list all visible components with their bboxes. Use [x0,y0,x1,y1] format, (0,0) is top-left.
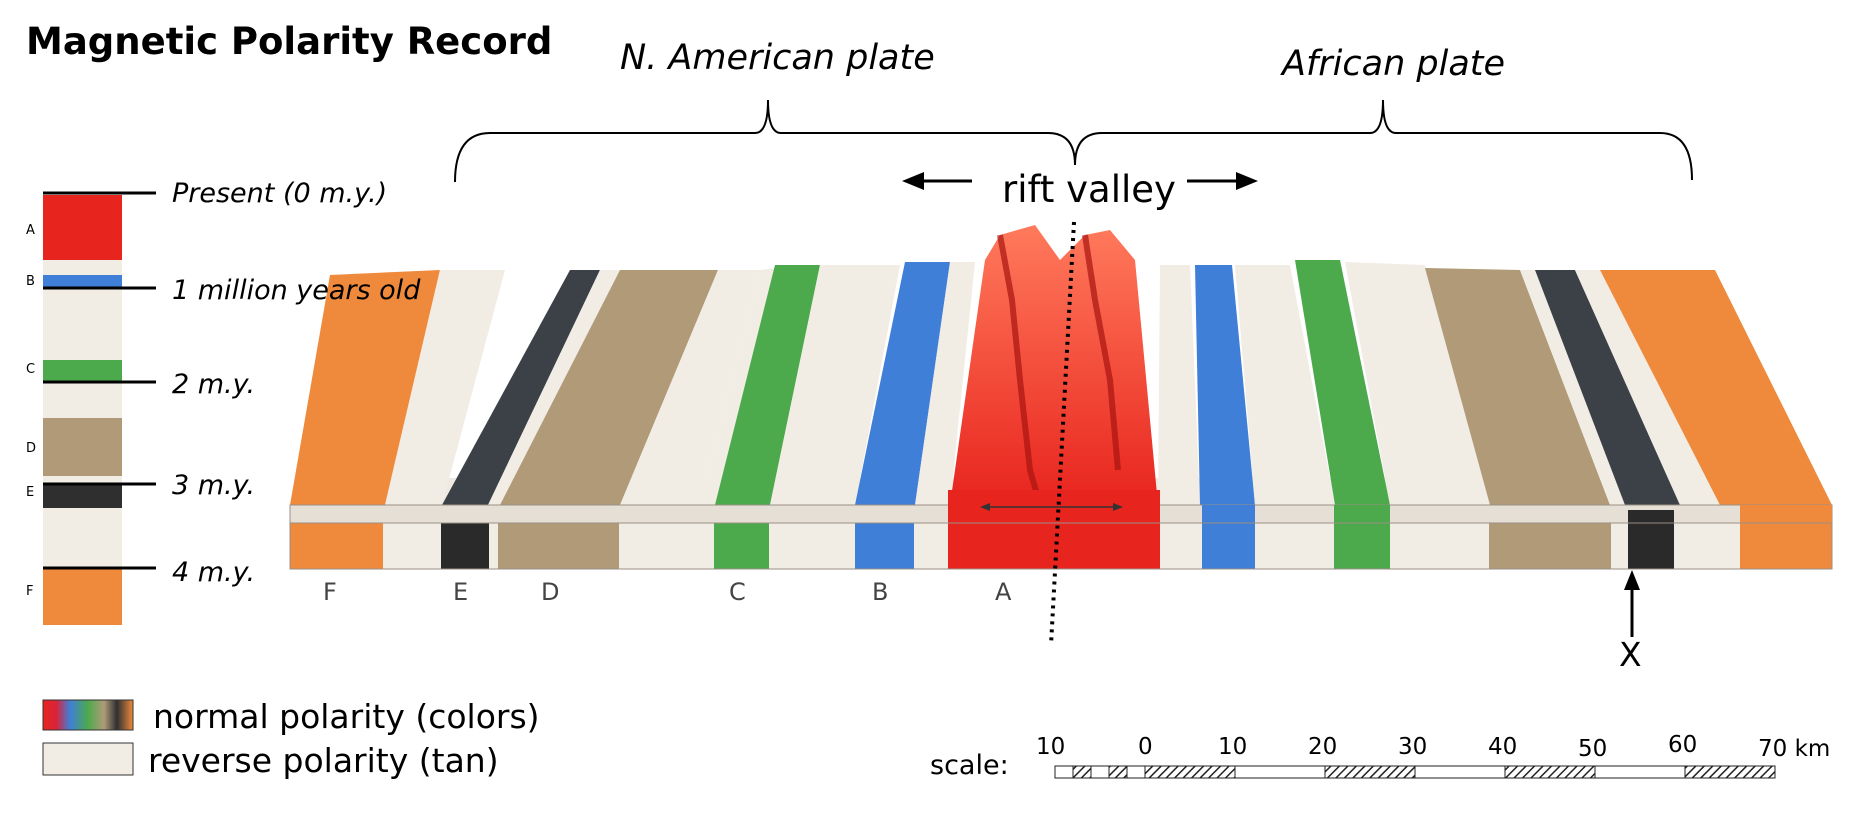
band-letter-b: B [872,578,889,606]
column-letter-c: C [26,362,36,377]
age-label-2my: 2 m.y. [172,369,256,400]
block-front-face [289,490,1833,570]
scale-tick-70: 70 km [1758,736,1831,762]
column-letter-a: A [26,223,35,238]
polarity-column [43,193,122,625]
legend-normal-label: normal polarity (colors) [153,697,540,736]
x-marker-label: X [1619,635,1642,674]
scale-tick-0: 0 [1138,734,1153,760]
age-label-present: Present (0 m.y.) [172,178,388,209]
age-label-3my: 3 m.y. [172,470,256,501]
scale-tick-50: 50 [1578,736,1608,762]
column-letter-e: E [26,485,35,500]
legend-reverse-label: reverse polarity (tan) [148,741,499,780]
right-arrow-icon [1187,172,1258,190]
left-arrow-icon [902,172,972,190]
normal-polarity-swatch [42,699,134,731]
scale-bar [1054,765,1776,779]
scale-tick-20: 20 [1308,734,1338,760]
scale-label: scale: [930,750,1009,781]
band-letter-c: C [729,578,746,606]
north-american-brace [454,99,1076,183]
plate-label-african: African plate [1282,44,1506,84]
rift-axis-line [1049,221,1076,646]
block-top-surface [290,225,1832,506]
column-letter-b: B [26,274,35,289]
scale-tick-40: 40 [1488,734,1518,760]
african-brace [1074,99,1693,181]
reverse-polarity-swatch [42,742,134,776]
band-letter-e: E [453,578,469,606]
plate-label-north-american: N. American plate [620,38,935,78]
scale-tick-60: 60 [1668,732,1698,758]
scale-tick-30: 30 [1398,734,1428,760]
band-letter-d: D [541,578,560,606]
band-letter-f: F [323,578,337,606]
rift-valley-label: rift valley [1002,168,1176,211]
age-label-1my: 1 million years old [172,275,421,306]
scale-tick-10: 10 [1218,734,1248,760]
x-marker-arrow-icon [1624,570,1640,637]
scale-tick-10-left: 10 [1036,734,1066,760]
band-letter-a: A [995,578,1012,606]
column-letter-d: D [26,441,37,456]
spreading-double-arrow-icon [980,503,1123,511]
age-label-4my: 4 m.y. [172,557,256,588]
page-title: Magnetic Polarity Record [26,20,553,63]
column-letter-f: F [26,584,34,599]
